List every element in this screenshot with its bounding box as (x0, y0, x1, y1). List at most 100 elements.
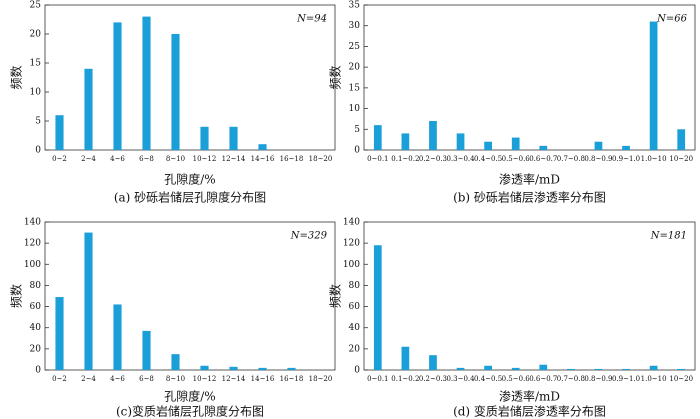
x-tick-label: 6~8 (139, 155, 154, 163)
x-tick-label: 12~14 (222, 155, 246, 163)
annotation: N=94 (296, 14, 327, 25)
chart-title: (b) 砂砾岩储层渗透率分布图 (453, 190, 606, 205)
x-tick-label: 0.9~1.0 (612, 155, 640, 163)
y-tick-label: 140 (24, 218, 41, 228)
bar (84, 68, 93, 150)
x-axis-label: 孔隙度/% (164, 172, 215, 187)
y-tick-label: 25 (30, 1, 42, 11)
annotation: N=329 (290, 231, 328, 242)
x-axis-label: 渗透率/mD (499, 389, 560, 404)
plot-frame (363, 4, 696, 151)
x-tick-label: 16~18 (280, 155, 304, 163)
x-tick-label: 2~4 (81, 155, 96, 163)
bar (171, 354, 180, 370)
bar (567, 368, 575, 370)
x-tick-label: 10~20 (669, 155, 693, 163)
x-tick-label: 0.7~0.8 (557, 375, 585, 383)
x-tick-label: 0.3~0.4 (446, 155, 475, 163)
x-tick-label: 0.9~1.0 (612, 375, 640, 383)
x-tick-label: 12~14 (222, 375, 246, 383)
y-tick-label: 20 (30, 30, 42, 40)
annotation: N=66 (656, 14, 687, 25)
y-tick-label: 5 (354, 125, 360, 135)
y-tick-label: 60 (349, 302, 361, 312)
bar (539, 364, 548, 370)
y-axis-label: 频数 (9, 65, 24, 89)
x-tick-label: 0.1~0.2 (391, 155, 419, 163)
x-tick-label: 0.2~0.3 (419, 375, 447, 383)
x-tick-label: 6~8 (139, 375, 154, 383)
bar (594, 141, 603, 150)
bar (55, 297, 64, 370)
bar (373, 125, 382, 150)
y-tick-label: 20 (349, 63, 361, 73)
x-tick-label: 0.5~0.6 (502, 375, 531, 383)
bar (429, 355, 437, 370)
bar (401, 133, 410, 150)
y-tick-label: 120 (343, 239, 360, 249)
y-tick-label: 80 (349, 281, 361, 291)
bar (649, 365, 658, 370)
plot-frame (44, 4, 336, 151)
y-tick-label: 60 (30, 302, 42, 312)
x-tick-label: 14~16 (251, 375, 275, 383)
bar (649, 21, 658, 151)
bar (142, 16, 151, 150)
bar (511, 137, 520, 150)
y-tick-label: 40 (349, 323, 361, 333)
x-tick-label: 0~2 (52, 155, 67, 163)
bar (456, 133, 465, 150)
y-tick-label: 0 (35, 146, 41, 156)
y-tick-label: 5 (35, 117, 41, 127)
bar (200, 365, 209, 370)
x-tick-label: 0~2 (52, 375, 67, 383)
bar (84, 232, 93, 370)
bar (539, 145, 548, 150)
y-tick-label: 30 (349, 21, 361, 31)
x-tick-label: 4~6 (110, 155, 125, 163)
x-tick-label: 14~16 (251, 155, 275, 163)
y-tick-label: 0 (35, 366, 41, 376)
y-tick-label: 0 (354, 366, 360, 376)
x-tick-label: 0.8~0.9 (584, 375, 612, 383)
y-tick-label: 100 (24, 260, 41, 270)
bar (456, 367, 465, 370)
bar (229, 366, 238, 370)
bar (113, 22, 122, 150)
bar (511, 367, 520, 370)
x-tick-label: 16~18 (280, 375, 304, 383)
y-tick-label: 120 (24, 239, 41, 249)
chart-title: (d) 变质岩储层渗透率分布图 (453, 404, 606, 419)
y-axis-label: 频数 (328, 284, 343, 308)
bar (113, 304, 122, 370)
y-tick-label: 140 (343, 218, 360, 228)
x-tick-label: 0.7~0.8 (557, 155, 585, 163)
x-tick-label: 0~0.1 (367, 375, 388, 383)
y-tick-label: 10 (30, 88, 42, 98)
bar (287, 367, 296, 370)
bar (622, 145, 630, 150)
plot-frame (363, 221, 696, 371)
y-tick-label: 0 (354, 146, 360, 156)
bar (484, 365, 492, 370)
y-tick-label: 10 (349, 104, 361, 114)
x-tick-label: 1.0~10 (641, 375, 667, 383)
y-tick-label: 25 (349, 42, 361, 52)
y-axis-label: 频数 (9, 284, 24, 308)
x-tick-label: 18~20 (309, 375, 333, 383)
x-axis-label: 孔隙度/% (164, 389, 215, 404)
plot-frame (44, 221, 336, 371)
x-tick-label: 1.0~10 (641, 155, 667, 163)
y-axis-label: 频数 (328, 65, 343, 89)
bar (677, 129, 686, 150)
y-tick-label: 80 (30, 281, 42, 291)
annotation: N=181 (650, 231, 687, 242)
x-tick-label: 8~10 (166, 155, 185, 163)
bar (171, 34, 180, 150)
bar (594, 368, 603, 370)
x-tick-label: 10~20 (669, 375, 693, 383)
x-tick-label: 0.2~0.3 (419, 155, 447, 163)
x-tick-label: 0.1~0.2 (391, 375, 419, 383)
bar (229, 126, 238, 150)
